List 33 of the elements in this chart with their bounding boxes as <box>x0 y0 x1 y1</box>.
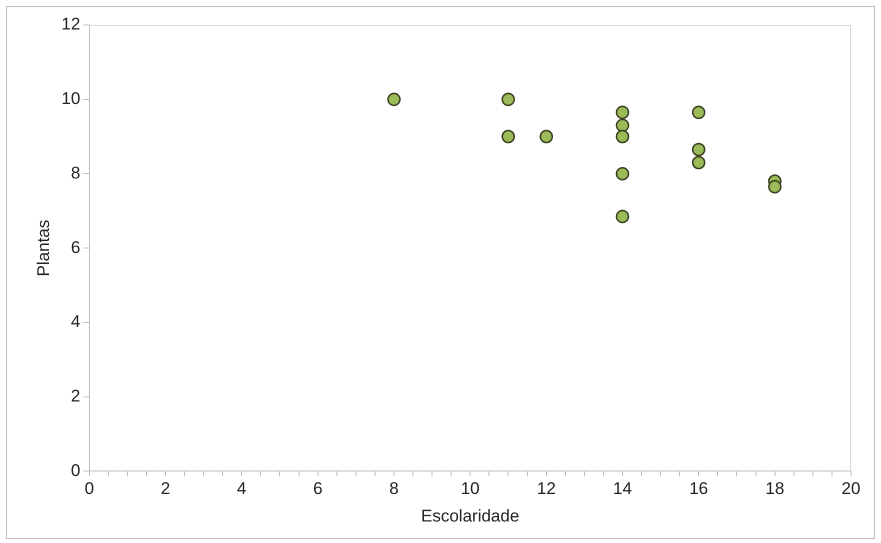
y-tick-label: 12 <box>61 14 80 34</box>
point <box>616 166 630 180</box>
x-tick-label: 14 <box>613 479 632 498</box>
x-axis-title: Escolaridade <box>421 506 520 526</box>
point <box>616 210 630 224</box>
y-tick-label: 8 <box>70 163 80 182</box>
x-tick-label: 0 <box>84 479 94 498</box>
point <box>768 180 782 194</box>
point <box>387 92 401 106</box>
x-tick-label: 12 <box>536 479 556 498</box>
y-tick-label: 10 <box>61 89 80 108</box>
y-axis-title: Plantas <box>34 220 53 276</box>
point <box>692 106 706 120</box>
point <box>540 130 554 144</box>
point <box>692 156 706 170</box>
x-tick-label: 6 <box>313 479 323 498</box>
x-tick-label: 4 <box>236 479 246 498</box>
point <box>616 106 630 120</box>
y-tick-label: 4 <box>70 312 80 332</box>
point <box>692 142 706 156</box>
x-tick-label: 20 <box>842 479 860 498</box>
point <box>616 130 630 144</box>
x-tick-label: 8 <box>389 479 399 498</box>
point <box>616 118 630 132</box>
x-tick-label: 2 <box>160 479 170 498</box>
point <box>501 130 515 144</box>
x-tick-label: 16 <box>689 479 708 498</box>
x-tick-label: 10 <box>460 479 480 498</box>
y-tick-label: 0 <box>70 460 80 480</box>
x-tick-label: 18 <box>765 479 784 498</box>
point <box>501 92 515 106</box>
y-tick-label: 6 <box>70 238 80 257</box>
y-tick-label: 2 <box>70 386 80 406</box>
